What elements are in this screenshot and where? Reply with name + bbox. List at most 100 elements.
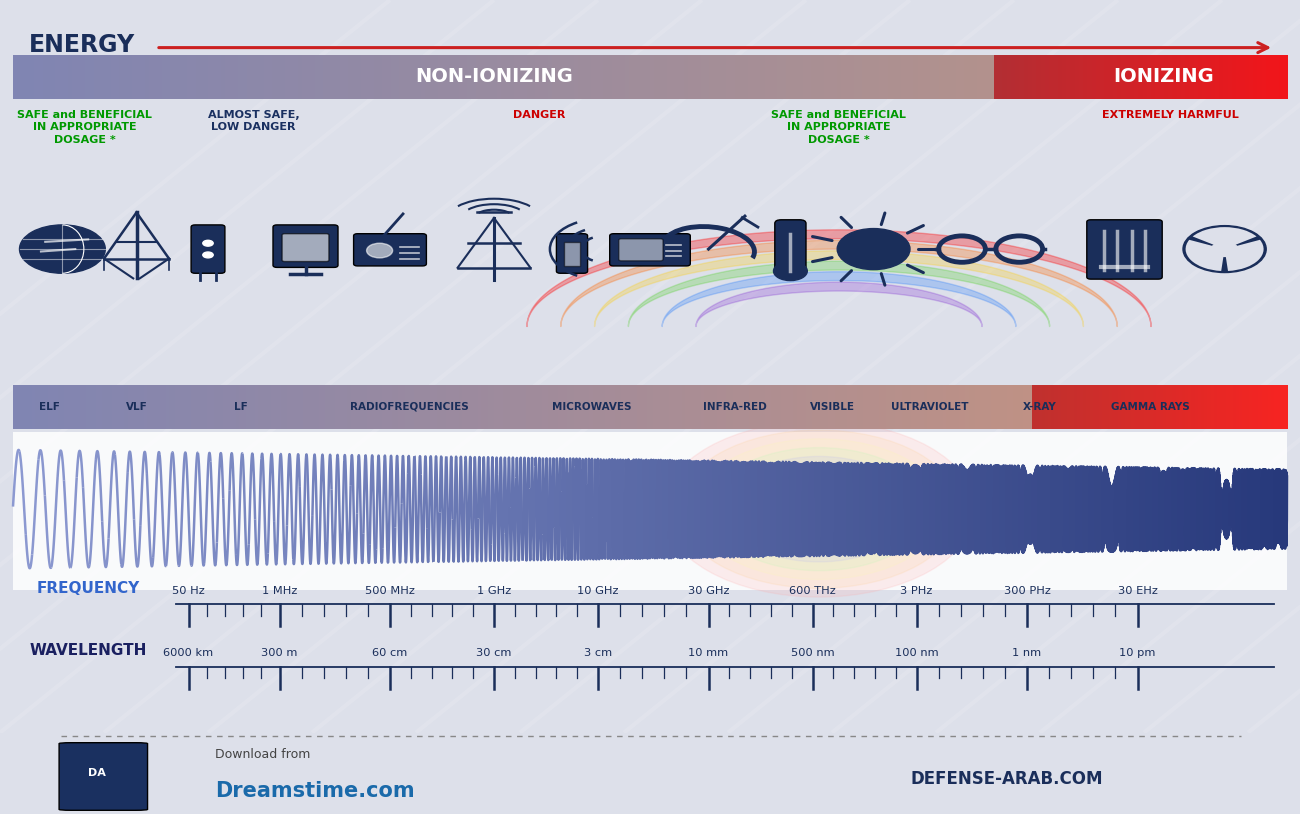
Bar xyxy=(1245,385,1251,428)
Bar xyxy=(42,385,47,428)
Bar xyxy=(39,55,44,98)
Bar xyxy=(200,55,205,98)
Bar xyxy=(710,55,715,98)
Bar xyxy=(985,55,991,98)
Bar xyxy=(705,55,711,98)
Bar xyxy=(681,385,686,428)
Bar xyxy=(364,385,368,428)
Bar xyxy=(688,55,694,98)
Bar xyxy=(247,55,252,98)
Bar xyxy=(341,385,346,428)
Bar xyxy=(694,385,699,428)
Bar xyxy=(1019,55,1024,98)
Circle shape xyxy=(663,422,975,597)
FancyBboxPatch shape xyxy=(619,239,663,260)
Bar xyxy=(382,385,387,428)
Bar xyxy=(711,385,715,428)
Bar xyxy=(573,55,578,98)
Bar xyxy=(121,385,126,428)
Text: 30 cm: 30 cm xyxy=(476,648,512,658)
Bar xyxy=(134,385,139,428)
Bar xyxy=(580,385,585,428)
Bar xyxy=(933,385,939,428)
Bar xyxy=(374,55,380,98)
Bar xyxy=(325,385,330,428)
Bar xyxy=(1105,55,1110,98)
Bar xyxy=(290,385,295,428)
Bar xyxy=(744,55,749,98)
Bar xyxy=(1139,55,1144,98)
Bar xyxy=(1144,385,1148,428)
Bar xyxy=(369,385,374,428)
Bar xyxy=(714,385,718,428)
Bar xyxy=(1210,385,1216,428)
Bar xyxy=(1048,385,1053,428)
Wedge shape xyxy=(1192,227,1257,249)
Bar xyxy=(1010,385,1014,428)
Bar xyxy=(612,385,616,428)
Bar xyxy=(1162,385,1167,428)
Bar xyxy=(896,55,902,98)
Bar xyxy=(1032,385,1036,428)
Bar xyxy=(746,385,750,428)
Bar xyxy=(153,385,157,428)
Bar xyxy=(926,55,932,98)
Bar xyxy=(1150,385,1154,428)
Circle shape xyxy=(837,229,910,269)
Bar xyxy=(1041,55,1046,98)
FancyBboxPatch shape xyxy=(556,234,588,274)
Bar xyxy=(178,385,183,428)
Bar xyxy=(1105,385,1110,428)
Text: INFRA-RED: INFRA-RED xyxy=(702,401,767,412)
Bar xyxy=(1011,55,1017,98)
Circle shape xyxy=(725,457,913,562)
Bar xyxy=(138,385,142,428)
Bar xyxy=(399,55,406,98)
Bar xyxy=(982,385,985,428)
Bar xyxy=(989,55,996,98)
Bar xyxy=(777,55,783,98)
Bar xyxy=(684,55,689,98)
Bar xyxy=(166,385,170,428)
Text: WAVELENGTH: WAVELENGTH xyxy=(30,643,147,658)
Bar xyxy=(242,385,247,428)
Bar xyxy=(624,385,629,428)
Bar xyxy=(740,55,745,98)
Bar xyxy=(784,385,788,428)
Bar xyxy=(815,55,822,98)
Text: 300 PHz: 300 PHz xyxy=(1004,585,1050,596)
Bar xyxy=(352,55,359,98)
Bar xyxy=(1182,385,1187,428)
Text: ELF: ELF xyxy=(39,401,60,412)
Bar xyxy=(775,385,779,428)
Bar xyxy=(114,55,121,98)
Bar xyxy=(328,55,333,98)
Bar xyxy=(892,55,897,98)
Text: FREQUENCY: FREQUENCY xyxy=(36,580,140,596)
Bar xyxy=(79,385,84,428)
Bar xyxy=(1058,385,1062,428)
Bar xyxy=(107,55,112,98)
Bar xyxy=(150,385,155,428)
Bar xyxy=(807,55,812,98)
Text: IONIZING: IONIZING xyxy=(1113,68,1214,86)
Bar xyxy=(1243,385,1247,428)
Text: 1 MHz: 1 MHz xyxy=(261,585,298,596)
Bar xyxy=(329,385,333,428)
Bar xyxy=(1013,385,1018,428)
Bar xyxy=(549,55,554,98)
Bar xyxy=(751,55,758,98)
Bar xyxy=(474,385,480,428)
Bar xyxy=(540,55,545,98)
Bar xyxy=(1062,55,1067,98)
Bar xyxy=(204,55,209,98)
Bar xyxy=(780,385,785,428)
Bar xyxy=(1206,55,1212,98)
Bar xyxy=(1098,385,1104,428)
Bar xyxy=(1156,55,1161,98)
Bar xyxy=(44,385,49,428)
Bar xyxy=(902,385,906,428)
Text: 300 m: 300 m xyxy=(261,648,298,658)
Bar xyxy=(373,385,377,428)
Bar xyxy=(931,55,936,98)
